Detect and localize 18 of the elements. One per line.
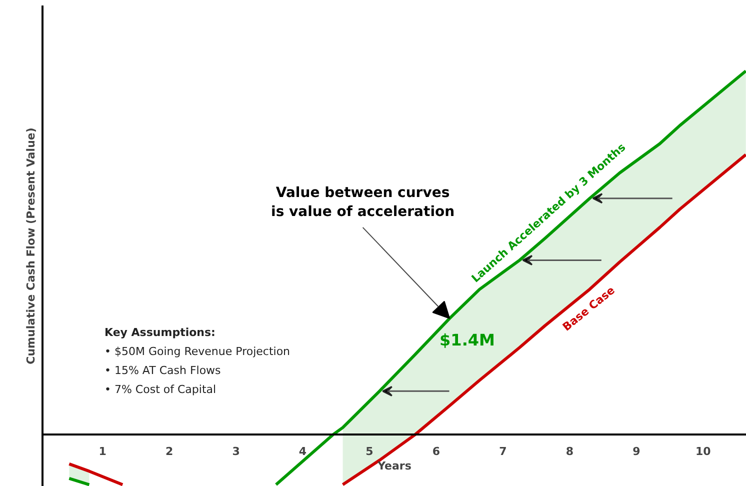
x-axis-title: Years [376, 460, 412, 472]
x-tick-label: 7 [499, 444, 507, 458]
annotation: Key Assumptions: [104, 326, 216, 339]
annotation: • 15% AT Cash Flows [104, 364, 222, 377]
x-tick-label: 1 [98, 444, 106, 458]
annotation: • 7% Cost of Capital [104, 383, 216, 396]
x-tick-label: 8 [566, 444, 574, 458]
y-axis-title: Cumulative Cash Flow (Present Value) [24, 128, 38, 364]
x-tick-label: 2 [165, 444, 174, 458]
x-tick-label: 9 [632, 444, 640, 458]
x-tick-label: 3 [232, 444, 240, 458]
x-tick-label: 10 [695, 444, 712, 458]
annotation: • $50M Going Revenue Projection [104, 345, 290, 358]
x-tick-label: 5 [366, 444, 374, 458]
x-tick-label: 4 [298, 444, 307, 458]
x-tick-label: 6 [432, 444, 440, 458]
annotation: Value between curves is value of acceleration [271, 184, 455, 220]
annotation: $1.4M [440, 330, 495, 350]
